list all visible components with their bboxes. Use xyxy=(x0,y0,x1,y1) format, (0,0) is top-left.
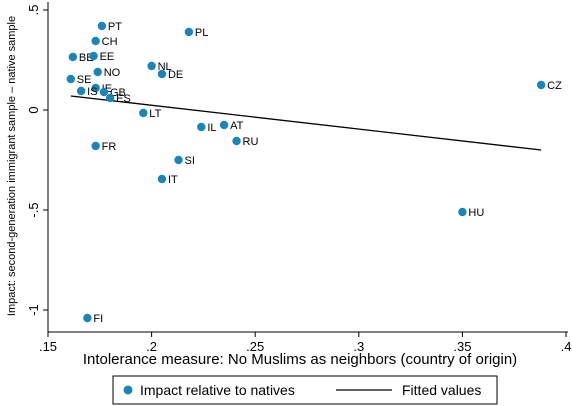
point-label-at: AT xyxy=(230,120,244,132)
data-point-it xyxy=(157,174,167,184)
legend-marker-scatter xyxy=(123,385,133,395)
axes: .15 .2 .25 .3 .35 .4 -1 -.5 0 .5 Intolerance measu… xyxy=(6,2,571,368)
point-label-it: IT xyxy=(168,174,178,186)
point-label-pt: PT xyxy=(108,21,122,33)
point-label-pl: PL xyxy=(195,27,208,39)
data-point-pt xyxy=(97,21,107,31)
data-point-cz xyxy=(536,80,546,90)
x-axis-title: Intolerance measure: No Muslims as neigh… xyxy=(83,351,517,368)
legend-label-scatter: Impact relative to natives xyxy=(140,382,295,398)
x-tick-label: .3 xyxy=(353,339,364,354)
data-point-be xyxy=(68,52,78,62)
points-group: PTPLCHBEEENLDENOSEIEISGBESCZLTATILRUFRSI… xyxy=(66,21,562,325)
data-point-is xyxy=(76,86,86,96)
data-point-de xyxy=(157,69,167,79)
point-label-gb: GB xyxy=(110,87,126,99)
x-tick-label: .35 xyxy=(453,339,471,354)
legend-box xyxy=(112,375,498,405)
fitted-line xyxy=(70,95,542,151)
y-tick-label: -1 xyxy=(26,304,41,316)
data-point-ch xyxy=(91,36,100,46)
point-label-si: SI xyxy=(185,155,195,167)
legend: Impact relative to natives Fitted values xyxy=(112,375,498,405)
data-point-ie xyxy=(91,83,100,93)
point-label-ee: EE xyxy=(100,51,115,63)
point-label-no: NO xyxy=(104,67,121,79)
data-point-no xyxy=(93,67,102,77)
data-point-si xyxy=(174,155,183,165)
y-axis-title: Impact: second-generation immigrant samp… xyxy=(6,16,18,316)
data-point-nl xyxy=(147,61,156,71)
point-label-cz: CZ xyxy=(547,80,562,92)
point-label-lt: LT xyxy=(149,108,161,120)
fitted-line-group xyxy=(70,95,542,151)
x-tick-label: .2 xyxy=(146,339,157,354)
data-point-fr xyxy=(91,141,100,151)
data-point-se xyxy=(66,74,75,84)
data-point-ee xyxy=(89,51,98,61)
data-point-pl xyxy=(184,27,194,37)
data-point-hu xyxy=(458,207,467,217)
point-label-se: SE xyxy=(77,74,92,86)
point-label-fr: FR xyxy=(102,141,117,153)
point-label-ch: CH xyxy=(102,36,118,48)
point-label-fi: FI xyxy=(93,313,103,325)
point-label-es: ES xyxy=(116,93,131,105)
point-label-is: IS xyxy=(87,86,97,98)
point-label-de: DE xyxy=(168,69,183,81)
y-tick-label: 0 xyxy=(26,106,41,113)
point-label-ru: RU xyxy=(243,136,259,148)
x-tick-label: .15 xyxy=(39,339,57,354)
data-point-lt xyxy=(139,108,148,118)
data-point-at xyxy=(219,120,229,130)
y-tick-label: .5 xyxy=(26,5,41,16)
data-point-il xyxy=(197,122,206,132)
point-label-hu: HU xyxy=(468,207,484,219)
data-point-es xyxy=(105,93,115,103)
data-point-gb xyxy=(99,87,109,97)
data-point-fi xyxy=(83,313,92,323)
point-label-il: IL xyxy=(207,122,216,134)
y-tick-label: -.5 xyxy=(26,202,41,217)
x-tick-label: .4 xyxy=(561,339,572,354)
x-tick-label: .25 xyxy=(246,339,264,354)
data-point-ru xyxy=(232,136,241,146)
legend-label-line: Fitted values xyxy=(402,382,481,398)
